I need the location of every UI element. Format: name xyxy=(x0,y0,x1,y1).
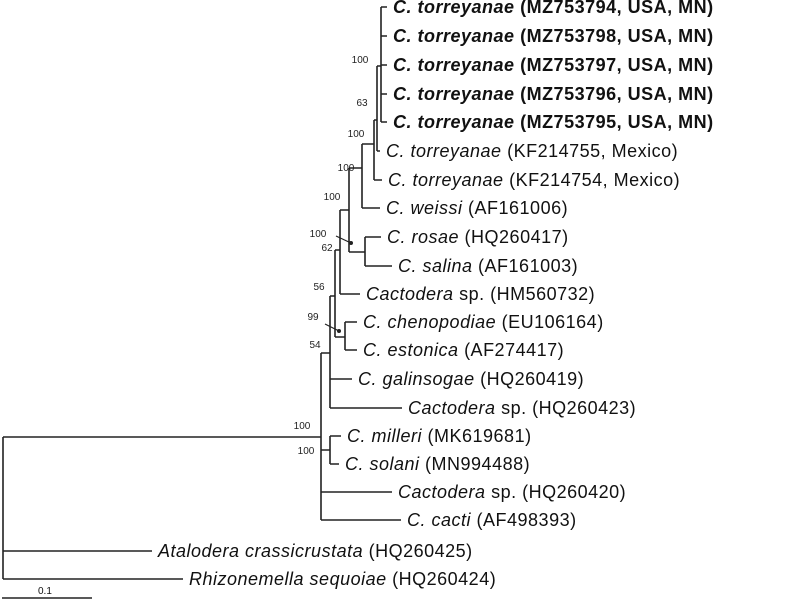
taxon-name: Cactodera xyxy=(408,398,496,418)
taxon-label: Cactodera sp. (HQ260420) xyxy=(398,481,626,503)
taxon-accession: (HQ260417) xyxy=(464,227,569,247)
taxon-name: C. weissi xyxy=(386,198,463,218)
branch xyxy=(329,435,341,465)
scale-bar-label: 0.1 xyxy=(38,586,52,597)
branch xyxy=(339,209,360,295)
taxon-accession: sp. (HQ260423) xyxy=(501,398,637,418)
branch xyxy=(373,119,382,181)
taxon-label: C. torreyanae (MZ753796, USA, MN) xyxy=(393,83,714,105)
taxon-name: Cactodera xyxy=(366,284,454,304)
bootstrap-value: 100 xyxy=(351,55,369,66)
branch xyxy=(376,65,381,152)
taxon-accession: (HQ260419) xyxy=(480,369,585,389)
taxon-name: C. torreyanae xyxy=(393,0,515,17)
taxon-label: C. torreyanae (MZ753798, USA, MN) xyxy=(393,25,714,47)
taxon-accession: (MZ753796, USA, MN) xyxy=(520,84,714,104)
taxon-accession: (KF214755, Mexico) xyxy=(507,141,679,161)
taxon-accession: (AF274417) xyxy=(464,340,565,360)
taxon-label: C. torreyanae (KF214754, Mexico) xyxy=(388,169,680,191)
taxon-accession: sp. (HQ260420) xyxy=(491,482,627,502)
taxon-accession: (AF498393) xyxy=(476,510,577,530)
bootstrap-value: 100 xyxy=(337,163,355,174)
taxon-accession: (MZ753794, USA, MN) xyxy=(520,0,714,17)
taxon-label: C. salina (AF161003) xyxy=(398,255,578,277)
bootstrap-value: 100 xyxy=(323,192,341,203)
branch xyxy=(380,6,387,123)
taxon-label: C. torreyanae (MZ753795, USA, MN) xyxy=(393,111,714,133)
taxon-name: C. torreyanae xyxy=(393,84,515,104)
taxon-name: Atalodera crassicrustata xyxy=(158,541,364,561)
taxon-accession: (AF161003) xyxy=(478,256,579,276)
taxon-name: C. chenopodiae xyxy=(363,312,497,332)
branch xyxy=(2,436,321,580)
taxon-name: Rhizonemella sequoiae xyxy=(189,569,387,589)
taxon-label: C. torreyanae (MZ753794, USA, MN) xyxy=(393,0,714,18)
taxon-label: C. galinsogae (HQ260419) xyxy=(358,368,584,390)
taxon-name: C. galinsogae xyxy=(358,369,475,389)
taxon-name: C. torreyanae xyxy=(393,55,515,75)
branch xyxy=(334,249,345,338)
support-pointer xyxy=(324,235,352,332)
taxon-accession: (MZ753798, USA, MN) xyxy=(520,26,714,46)
bootstrap-value: 100 xyxy=(293,421,311,432)
branch xyxy=(329,295,402,409)
taxon-label: C. milleri (MK619681) xyxy=(347,425,532,447)
bootstrap-value: 99 xyxy=(307,312,319,323)
taxon-name: C. estonica xyxy=(363,340,459,360)
taxon-name: C. cacti xyxy=(407,510,472,530)
bootstrap-value: 63 xyxy=(356,98,368,109)
taxon-label: Cactodera sp. (HM560732) xyxy=(366,283,595,305)
bootstrap-value: 100 xyxy=(297,446,315,457)
taxon-label: Rhizonemella sequoiae (HQ260424) xyxy=(189,568,496,590)
branch xyxy=(364,236,392,267)
taxon-accession: (EU106164) xyxy=(501,312,604,332)
taxon-label: Cactodera sp. (HQ260423) xyxy=(408,397,636,419)
taxon-label: C. rosae (HQ260417) xyxy=(387,226,569,248)
taxon-name: Cactodera xyxy=(398,482,486,502)
taxon-name: C. torreyanae xyxy=(386,141,502,161)
taxon-label: C. chenopodiae (EU106164) xyxy=(363,311,604,333)
node-dot xyxy=(349,241,353,245)
taxon-name: C. torreyanae xyxy=(393,112,515,132)
taxon-accession: (MZ753795, USA, MN) xyxy=(520,112,714,132)
branch xyxy=(344,321,357,351)
taxon-label: C. torreyanae (KF214755, Mexico) xyxy=(386,140,678,162)
taxon-label: Atalodera crassicrustata (HQ260425) xyxy=(158,540,473,562)
taxon-name: C. torreyanae xyxy=(388,170,504,190)
bootstrap-value: 54 xyxy=(309,340,321,351)
taxon-label: C. estonica (AF274417) xyxy=(363,339,564,361)
taxon-accession: (MZ753797, USA, MN) xyxy=(520,55,714,75)
taxon-accession: sp. (HM560732) xyxy=(459,284,596,304)
taxon-name: C. solani xyxy=(345,454,420,474)
branch xyxy=(361,143,380,209)
taxon-label: C. torreyanae (MZ753797, USA, MN) xyxy=(393,54,714,76)
bootstrap-value: 56 xyxy=(313,282,325,293)
taxon-label: C. solani (MN994488) xyxy=(345,453,530,475)
taxon-accession: (MK619681) xyxy=(427,426,532,446)
taxon-accession: (KF214754, Mexico) xyxy=(509,170,681,190)
taxon-name: C. torreyanae xyxy=(393,26,515,46)
taxon-name: C. milleri xyxy=(347,426,422,446)
bootstrap-value: 100 xyxy=(347,129,365,140)
node-dot xyxy=(337,329,341,333)
taxon-accession: (MN994488) xyxy=(425,454,531,474)
taxon-accession: (HQ260424) xyxy=(392,569,497,589)
bootstrap-value: 100 xyxy=(309,229,327,240)
taxon-name: C. salina xyxy=(398,256,473,276)
taxon-accession: (HQ260425) xyxy=(368,541,473,561)
taxon-label: C. cacti (AF498393) xyxy=(407,509,577,531)
bootstrap-value: 62 xyxy=(321,243,333,254)
taxon-name: C. rosae xyxy=(387,227,460,247)
taxon-label: C. weissi (AF161006) xyxy=(386,197,568,219)
taxon-accession: (AF161006) xyxy=(468,198,569,218)
